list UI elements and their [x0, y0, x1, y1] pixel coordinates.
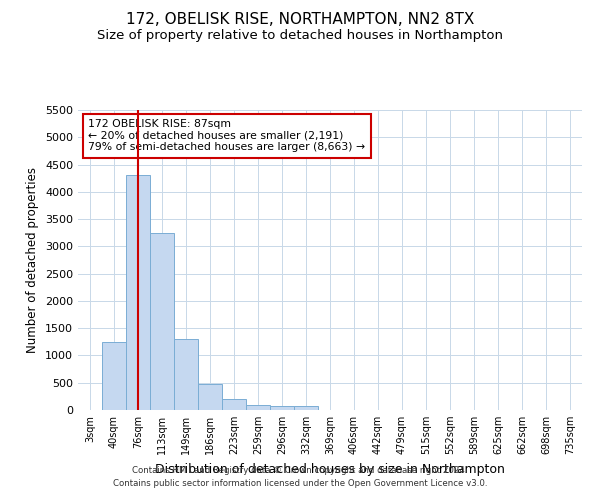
Text: 172 OBELISK RISE: 87sqm
← 20% of detached houses are smaller (2,191)
79% of semi: 172 OBELISK RISE: 87sqm ← 20% of detache…	[88, 119, 365, 152]
Y-axis label: Number of detached properties: Number of detached properties	[26, 167, 40, 353]
Text: Contains HM Land Registry data © Crown copyright and database right 2024.
Contai: Contains HM Land Registry data © Crown c…	[113, 466, 487, 487]
Bar	[198, 384, 222, 410]
Bar	[246, 404, 270, 410]
X-axis label: Distribution of detached houses by size in Northampton: Distribution of detached houses by size …	[155, 462, 505, 475]
Bar	[294, 406, 318, 410]
Bar	[150, 232, 174, 410]
Bar	[126, 176, 150, 410]
Bar	[174, 339, 198, 410]
Bar	[222, 399, 246, 410]
Bar	[102, 342, 126, 410]
Text: 172, OBELISK RISE, NORTHAMPTON, NN2 8TX: 172, OBELISK RISE, NORTHAMPTON, NN2 8TX	[126, 12, 474, 28]
Text: Size of property relative to detached houses in Northampton: Size of property relative to detached ho…	[97, 29, 503, 42]
Bar	[270, 406, 294, 410]
